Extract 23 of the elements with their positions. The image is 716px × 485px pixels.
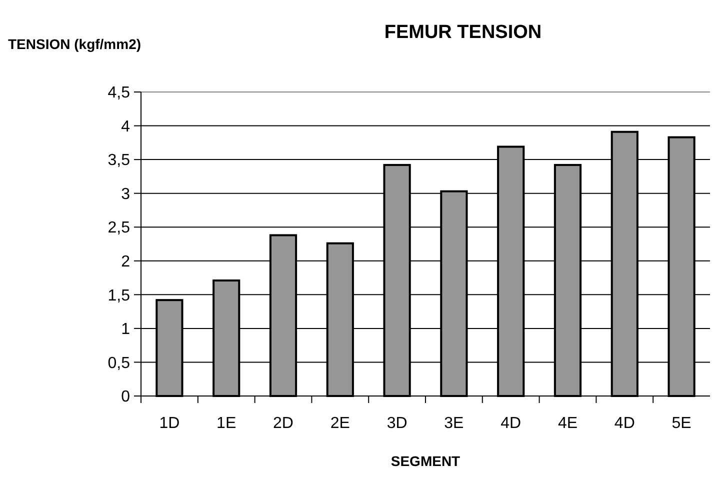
x-tick-label: 5E — [672, 415, 692, 432]
y-tick-label: 1 — [121, 321, 130, 338]
x-tick-label: 3E — [444, 415, 464, 432]
y-tick-label: 3 — [121, 186, 130, 203]
y-tick-label: 2 — [121, 253, 130, 270]
chart-title: FEMUR TENSION — [384, 22, 542, 43]
y-tick-label: 4,5 — [108, 84, 130, 102]
x-tick-label: 4D — [614, 415, 635, 432]
x-tick-label: 3D — [386, 415, 408, 432]
x-tick-label: 2E — [330, 415, 350, 432]
y-tick-label: 4 — [121, 118, 130, 136]
x-tick-label: 1D — [159, 415, 180, 432]
y-tick-label: 3,5 — [108, 152, 130, 170]
x-tick-label: 1E — [216, 415, 236, 432]
y-tick-label: 2,5 — [108, 220, 130, 237]
x-tick-label: 2D — [273, 415, 294, 432]
y-axis-title: TENSION (kgf/mm2) — [8, 36, 142, 52]
y-tick-label: 0,5 — [108, 354, 130, 372]
x-axis-title: SEGMENT — [390, 453, 461, 469]
x-tick-label: 4D — [500, 415, 522, 432]
x-tick-label: 4E — [558, 415, 578, 432]
y-tick-label: 1,5 — [108, 287, 130, 304]
y-tick-label: 0 — [121, 388, 130, 406]
